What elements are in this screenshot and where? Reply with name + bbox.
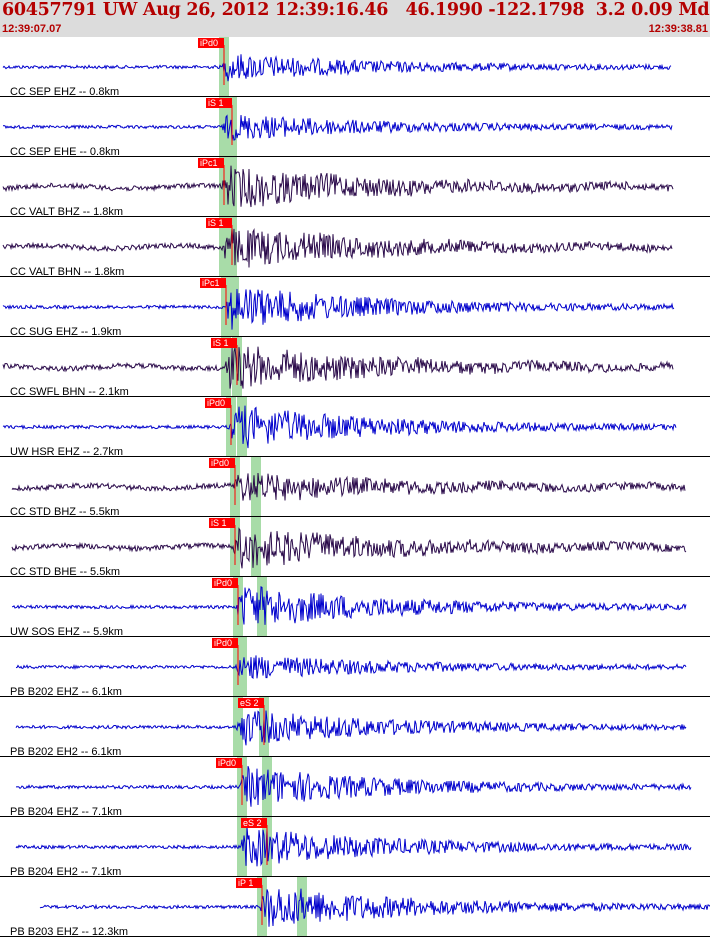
pick-label: iS 1	[208, 98, 224, 108]
trace-label: CC SEP EHZ -- 0.8km	[10, 86, 119, 98]
pick-flag	[198, 158, 224, 168]
event-title: 60457791 UW Aug 26, 2012 12:39:16.46 46.…	[2, 0, 710, 20]
pick-label: eS 2	[243, 818, 262, 828]
pick-flag	[212, 578, 238, 588]
trace-label: CC VALT BHZ -- 1.8km	[10, 206, 123, 218]
pick-window	[233, 697, 243, 757]
pick-window	[257, 577, 267, 637]
pick-flag	[205, 398, 231, 408]
pick-window	[262, 757, 272, 817]
pick-label: iS 1	[211, 518, 227, 528]
time-start-label: 12:39:07.07	[2, 23, 62, 35]
waveform-trace	[11, 586, 687, 625]
pick-label: iPd0	[211, 458, 229, 468]
pick-flag	[236, 878, 262, 888]
pick-label: iS 1	[208, 218, 224, 228]
pick-label: eS 2	[240, 698, 259, 708]
pick-label: iPd0	[218, 758, 236, 768]
time-end-label: 12:39:38.81	[648, 23, 708, 35]
pick-label: iPd0	[207, 398, 225, 408]
waveform-trace	[15, 826, 692, 867]
pick-flag	[209, 518, 235, 528]
pick-window	[229, 277, 239, 337]
pick-label: iS 1	[213, 338, 229, 348]
event-header: 60457791 UW Aug 26, 2012 12:39:16.46 46.…	[0, 0, 710, 37]
pick-flag	[212, 638, 238, 648]
trace-label: UW HSR EHZ -- 2.7km	[10, 446, 123, 458]
trace-label: PB B202 EH2 -- 6.1km	[10, 746, 121, 758]
trace-label: CC SUG EHZ -- 1.9km	[10, 326, 121, 338]
waveform-trace	[2, 165, 674, 208]
pick-label: iPc1	[202, 278, 220, 288]
waveform-trace	[2, 405, 677, 449]
trace-label: UW SOS EHZ -- 5.9km	[10, 626, 123, 638]
seismogram-plot: iPd0 iS 1 iPc1 iS 1 iPc1 iS 1 iPd0 iPd0 iS 1 iPd0…	[0, 37, 710, 938]
trace-label: CC SWFL BHN -- 2.1km	[10, 386, 129, 398]
waveform-trace	[2, 114, 673, 142]
trace-label: CC STD BHE -- 5.5km	[10, 566, 120, 578]
pick-flag	[206, 218, 232, 228]
waveform-trace	[2, 346, 674, 389]
pick-label: iPd0	[200, 38, 218, 48]
pick-flag	[216, 758, 242, 768]
waveform-trace	[11, 472, 686, 501]
trace-label: PB B203 EHZ -- 12.3km	[10, 926, 128, 938]
trace-label: PB B202 EHZ -- 6.1km	[10, 686, 122, 698]
waveform-trace	[2, 288, 675, 330]
waveform-trace	[15, 765, 692, 807]
pick-label: iP 1	[238, 878, 253, 888]
pick-label: iPd0	[214, 578, 232, 588]
trace-label: CC STD BHZ -- 5.5km	[10, 506, 119, 518]
pick-label: iPc1	[200, 158, 218, 168]
trace-label: PB B204 EHZ -- 7.1km	[10, 806, 122, 818]
trace-label: PB B204 EH2 -- 7.1km	[10, 866, 121, 878]
waveform-trace	[11, 527, 687, 569]
pick-flag	[200, 278, 226, 288]
pick-window	[237, 637, 247, 697]
pick-flag	[206, 98, 232, 108]
trace-label: CC VALT BHN -- 1.8km	[10, 266, 124, 278]
waveform-trace	[15, 655, 687, 680]
trace-label: CC SEP EHE -- 0.8km	[10, 146, 120, 158]
waveform-trace	[39, 888, 710, 927]
pick-flag	[198, 38, 224, 48]
waveform-trace	[2, 227, 673, 268]
pick-flag	[238, 698, 264, 708]
pick-label: iPd0	[214, 638, 232, 648]
waveform-trace	[15, 710, 687, 746]
waveform-trace	[2, 54, 672, 82]
pick-flag	[211, 338, 237, 348]
pick-flag	[209, 458, 235, 468]
pick-window	[237, 817, 247, 877]
pick-flag	[241, 818, 267, 828]
